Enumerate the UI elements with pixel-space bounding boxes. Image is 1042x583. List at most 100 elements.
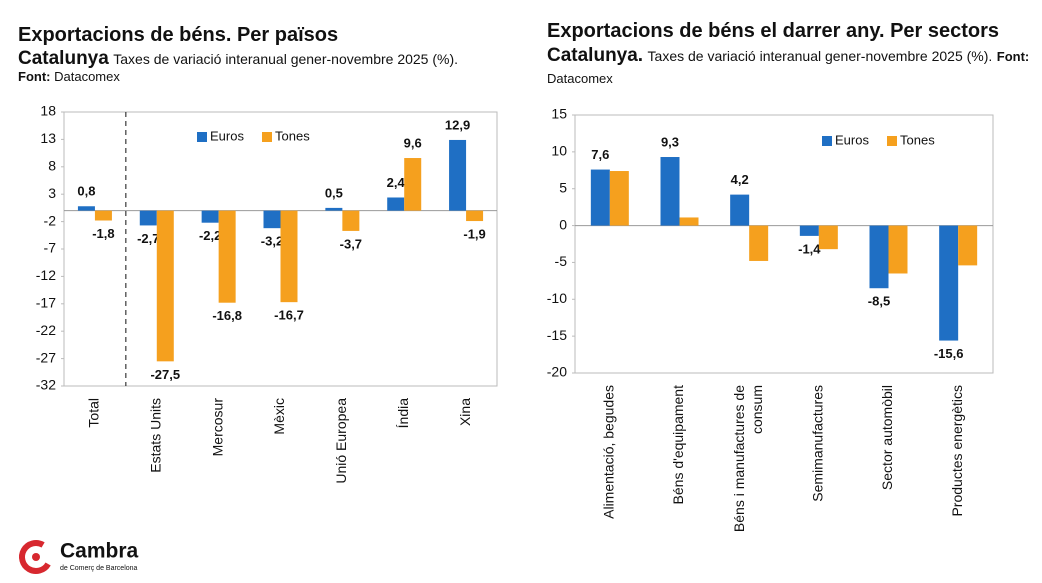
- data-label: -2,2: [199, 228, 221, 243]
- region: Catalunya.: [547, 45, 644, 66]
- subtitle: Taxes de variació interanual gener-novem…: [647, 48, 993, 64]
- y-tick-label: 0: [559, 216, 567, 232]
- data-label: -3,7: [340, 236, 362, 251]
- data-label: -27,5: [150, 367, 180, 382]
- x-tick-label: Índia: [395, 398, 411, 429]
- x-tick-label: Alimentació, begudes: [601, 385, 617, 519]
- bar: [466, 210, 484, 222]
- bar: [590, 169, 610, 226]
- bar: [404, 158, 422, 211]
- bar: [939, 225, 959, 341]
- bar: [342, 210, 360, 231]
- data-label: -8,5: [868, 294, 890, 309]
- bar: [660, 157, 680, 226]
- x-tick-label: Unió Europea: [333, 398, 349, 484]
- data-label: -1,4: [798, 241, 821, 256]
- bar: [799, 225, 819, 236]
- y-tick-label: 5: [559, 179, 567, 195]
- y-tick-label: -17: [36, 295, 56, 311]
- legend-swatch: [262, 132, 272, 142]
- y-tick-label: -2: [44, 212, 57, 228]
- data-label: -15,6: [934, 346, 964, 361]
- bar: [869, 225, 889, 289]
- legend-label: Euros: [210, 128, 244, 143]
- bar: [218, 210, 236, 303]
- subtitle: Taxes de variació interanual gener-novem…: [113, 51, 459, 67]
- y-tick-label: 10: [551, 143, 567, 159]
- logo-icon: [19, 540, 53, 574]
- logo-dot: [32, 553, 40, 561]
- y-tick-label: -22: [36, 322, 56, 338]
- bar: [449, 139, 467, 211]
- x-tick-label: Total: [86, 398, 102, 428]
- data-label: 7,6: [591, 147, 609, 162]
- logo-name: Cambra: [60, 540, 139, 563]
- x-tick-label: Xina: [457, 398, 473, 426]
- bar: [201, 210, 219, 223]
- legend-swatch: [887, 136, 897, 146]
- y-tick-label: 3: [48, 185, 56, 201]
- data-label: 0,8: [77, 184, 95, 199]
- y-tick-label: -20: [547, 364, 567, 380]
- x-tick-label: Béns d'equipament: [670, 385, 686, 505]
- chart-title: Exportacions de béns el darrer any. Per …: [547, 20, 1000, 42]
- x-tick-label: Béns i manufactures de consum: [731, 385, 765, 532]
- data-label: 4,2: [731, 172, 749, 187]
- bar: [958, 225, 978, 266]
- source: Datacomex: [547, 71, 613, 86]
- data-label: -1,9: [463, 226, 485, 241]
- x-tick-label: Semimanufactures: [810, 385, 826, 502]
- y-tick-label: -5: [555, 253, 568, 269]
- bar: [156, 210, 174, 362]
- y-tick-label: 18: [40, 103, 56, 119]
- data-label: -16,8: [212, 308, 242, 323]
- source-label: Font:: [996, 49, 1030, 64]
- legend-swatch: [822, 136, 832, 146]
- bar: [263, 210, 281, 229]
- y-tick-label: -10: [547, 290, 567, 306]
- bar: [749, 225, 769, 261]
- y-tick-label: 13: [40, 130, 56, 146]
- legend-swatch: [197, 132, 207, 142]
- bar: [730, 194, 750, 226]
- data-label: 9,6: [404, 135, 422, 150]
- data-label: -16,7: [274, 308, 304, 323]
- x-tick-label: Mercosur: [209, 398, 225, 457]
- bar: [888, 225, 908, 274]
- bar: [818, 225, 838, 250]
- chart-header: Exportacions de béns el darrer any. Per …: [547, 20, 1037, 90]
- logo-tagline: de Comerç de Barcelona: [60, 565, 138, 572]
- data-label: -3,2: [261, 234, 283, 249]
- y-tick-label: -32: [36, 377, 56, 393]
- y-tick-label: -15: [547, 327, 567, 343]
- bar: [94, 210, 112, 221]
- legend-label: Tones: [900, 132, 935, 147]
- source: Datacomex: [54, 69, 120, 84]
- bar: [280, 210, 298, 303]
- source-label: Font:: [18, 69, 51, 84]
- bar: [679, 217, 699, 226]
- x-tick-label: Mèxic: [271, 398, 287, 435]
- data-label: -1,8: [92, 226, 114, 241]
- y-tick-label: 15: [551, 106, 567, 122]
- chart-header: Exportacions de béns. Per països Catalun…: [18, 24, 508, 84]
- data-label: 9,3: [661, 134, 679, 149]
- y-tick-label: -12: [36, 267, 56, 283]
- data-label: -2,7: [137, 231, 159, 246]
- x-tick-label: Productes energètics: [949, 385, 965, 517]
- x-tick-label: Sector automòbil: [879, 385, 895, 490]
- legend-label: Euros: [835, 132, 869, 147]
- bar: [325, 207, 343, 211]
- region: Catalunya: [18, 48, 109, 69]
- bar: [77, 206, 95, 211]
- legend-label: Tones: [275, 128, 310, 143]
- y-tick-label: -27: [36, 349, 56, 365]
- chart-title: Exportacions de béns. Per països: [18, 24, 339, 46]
- y-tick-label: 8: [48, 158, 56, 174]
- bar: [387, 197, 405, 211]
- bar: [609, 171, 629, 226]
- y-tick-label: -7: [44, 240, 57, 256]
- x-tick-label: Estats Units: [147, 398, 163, 473]
